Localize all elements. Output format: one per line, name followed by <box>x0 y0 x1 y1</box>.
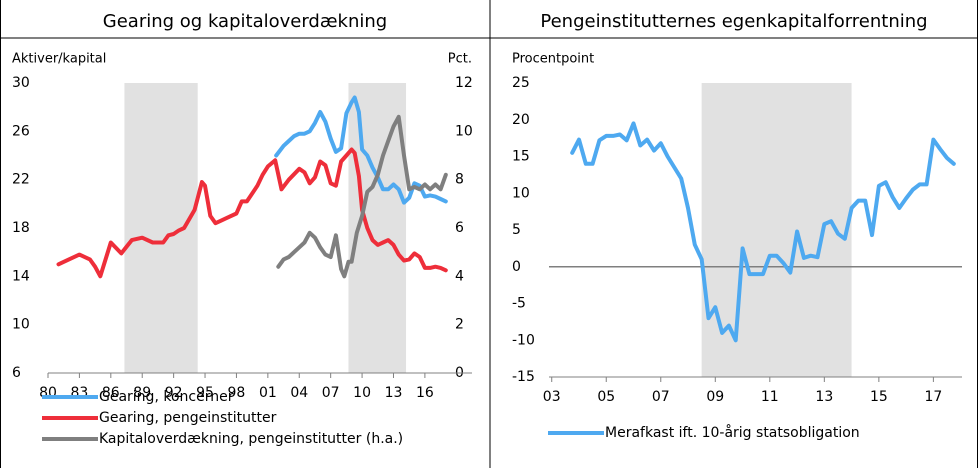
series-line <box>56 147 448 279</box>
y2-tick-label: 10 <box>455 123 473 139</box>
y2-tick-label: 12 <box>455 75 473 91</box>
y-tick-label: 5 <box>512 222 521 238</box>
x-tick-label: 98 <box>228 385 246 401</box>
y-tick-label: 6 <box>12 365 21 381</box>
legend-label: Kapitaloverdækning, pengeinstitutter (h.… <box>99 431 403 447</box>
chart-title: Gearing og kapitaloverdækning <box>103 11 387 32</box>
x-tick-label: 13 <box>815 389 833 405</box>
x-tick-label: 11 <box>761 389 779 405</box>
y-tick-label: 26 <box>12 123 30 139</box>
x-tick-label: 05 <box>597 389 615 405</box>
series-line <box>276 114 448 279</box>
y-tick-label: 15 <box>512 149 530 165</box>
x-tick-label: 03 <box>543 389 561 405</box>
y-tick-label: 18 <box>12 220 30 236</box>
y-tick-label: 0 <box>512 259 521 275</box>
legend-label: Gearing, pengeinstitutter <box>99 410 277 426</box>
y2-axis-label: Pct. <box>448 52 472 67</box>
x-tick-label: 10 <box>353 385 371 401</box>
x-tick-label: 09 <box>706 389 724 405</box>
x-tick-label: 92 <box>165 385 183 401</box>
y2-tick-label: 4 <box>455 268 464 284</box>
y-tick-label: -10 <box>512 332 535 348</box>
y-tick-label: 14 <box>12 268 30 284</box>
y-tick-label: 30 <box>12 75 30 91</box>
shaded-period <box>124 83 198 373</box>
series-line <box>570 121 956 343</box>
y-tick-label: 25 <box>512 75 530 91</box>
y-tick-label: 20 <box>512 112 530 128</box>
series-line <box>274 95 448 205</box>
y-tick-label: 10 <box>512 185 530 201</box>
y-tick-label: 22 <box>12 172 30 188</box>
x-tick-label: 86 <box>102 385 120 401</box>
x-tick-label: 17 <box>924 389 942 405</box>
y-axis-label: Aktiver/kapital <box>12 52 106 67</box>
y-tick-label: -15 <box>512 369 535 385</box>
x-tick-label: 13 <box>385 385 403 401</box>
x-tick-label: 15 <box>870 389 888 405</box>
x-tick-label: 16 <box>416 385 434 401</box>
legend-label: Gearing, koncerner <box>99 389 234 405</box>
y2-tick-label: 6 <box>455 220 464 236</box>
y-tick-label: -5 <box>512 296 526 312</box>
y2-tick-label: 2 <box>455 317 464 333</box>
legend-label: Merafkast ift. 10-årig statsobligation <box>605 424 860 441</box>
chart-title: Pengeinstitutternes egenkapitalforrentni… <box>540 11 927 32</box>
x-tick-label: 01 <box>259 385 277 401</box>
x-tick-label: 89 <box>133 385 151 401</box>
y-tick-label: 10 <box>12 317 30 333</box>
x-tick-label: 07 <box>652 389 670 405</box>
x-tick-label: 07 <box>322 385 340 401</box>
x-tick-label: 95 <box>196 385 214 401</box>
x-tick-label: 04 <box>290 385 308 401</box>
y-axis-label: Procentpoint <box>512 52 594 67</box>
y2-tick-label: 8 <box>455 172 464 188</box>
